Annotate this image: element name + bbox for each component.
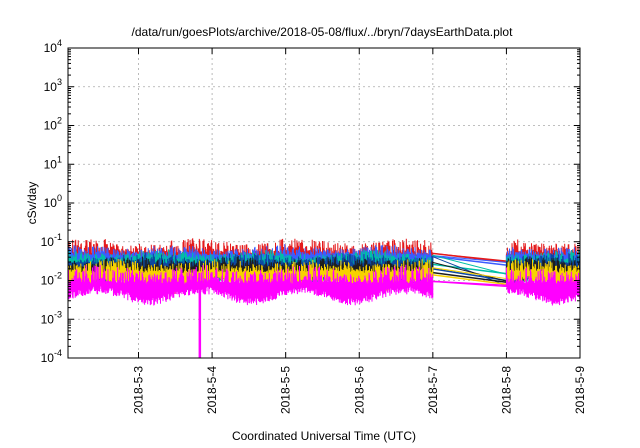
y-tick-base: 10 bbox=[44, 41, 58, 55]
y-tick-base: 10 bbox=[44, 196, 58, 210]
x-tick-label: 2018-5-7 bbox=[426, 366, 440, 414]
y-tick-label: 10-3 bbox=[41, 309, 62, 326]
y-tick-base: 10 bbox=[41, 312, 55, 326]
x-axis-label: Coordinated Universal Time (UTC) bbox=[232, 429, 416, 443]
gap-line bbox=[432, 252, 507, 263]
gap-line bbox=[432, 274, 507, 285]
y-tick-exponent: -1 bbox=[54, 232, 62, 242]
gap-line bbox=[432, 280, 507, 287]
y-axis-label: cSv/day bbox=[25, 182, 39, 225]
x-tick-label: 2018-5-9 bbox=[573, 366, 587, 414]
y-tick-exponent: -3 bbox=[54, 309, 62, 319]
y-tick-exponent: 1 bbox=[57, 154, 62, 164]
x-tick-label: 2018-5-3 bbox=[132, 366, 146, 414]
y-tick-base: 10 bbox=[44, 80, 58, 94]
y-tick-base: 10 bbox=[44, 157, 58, 171]
y-tick-exponent: -4 bbox=[54, 348, 62, 358]
chart-title: /data/run/goesPlots/archive/2018-05-08/f… bbox=[132, 25, 514, 39]
y-tick-exponent: 3 bbox=[57, 77, 62, 87]
y-tick-exponent: -2 bbox=[54, 271, 62, 281]
series-trace bbox=[67, 264, 581, 306]
x-tick-label: 2018-5-5 bbox=[279, 366, 293, 414]
x-axis: 2018-5-3 2018-5-4 2018-5-5 2018-5-6 2018-5-7… bbox=[132, 48, 587, 414]
y-tick-exponent: 4 bbox=[57, 38, 62, 48]
y-tick-base: 10 bbox=[44, 119, 58, 133]
y-tick-base: 10 bbox=[41, 351, 55, 365]
y-tick-base: 10 bbox=[41, 235, 55, 249]
y-tick-label: 10-2 bbox=[41, 271, 62, 288]
gap-line bbox=[432, 271, 507, 284]
y-tick-exponent: 0 bbox=[57, 193, 62, 203]
x-tick-label: 2018-5-6 bbox=[352, 366, 366, 414]
y-tick-label: 10-4 bbox=[41, 348, 62, 365]
y-tick-base: 10 bbox=[41, 274, 55, 288]
series-6 bbox=[67, 264, 581, 306]
data-series bbox=[67, 238, 581, 358]
y-tick-label: 100 bbox=[44, 193, 62, 210]
x-tick-label: 2018-5-4 bbox=[205, 366, 219, 414]
y-tick-label: 103 bbox=[44, 77, 62, 94]
gap-line bbox=[432, 268, 507, 282]
y-tick-label: 104 bbox=[44, 38, 62, 55]
x-tick-label: 2018-5-8 bbox=[499, 366, 513, 414]
y-tick-label: 102 bbox=[44, 116, 62, 133]
y-tick-exponent: 2 bbox=[57, 116, 62, 126]
gap-line bbox=[432, 255, 507, 266]
y-tick-label: 101 bbox=[44, 154, 62, 171]
y-tick-label: 10-1 bbox=[41, 232, 62, 249]
